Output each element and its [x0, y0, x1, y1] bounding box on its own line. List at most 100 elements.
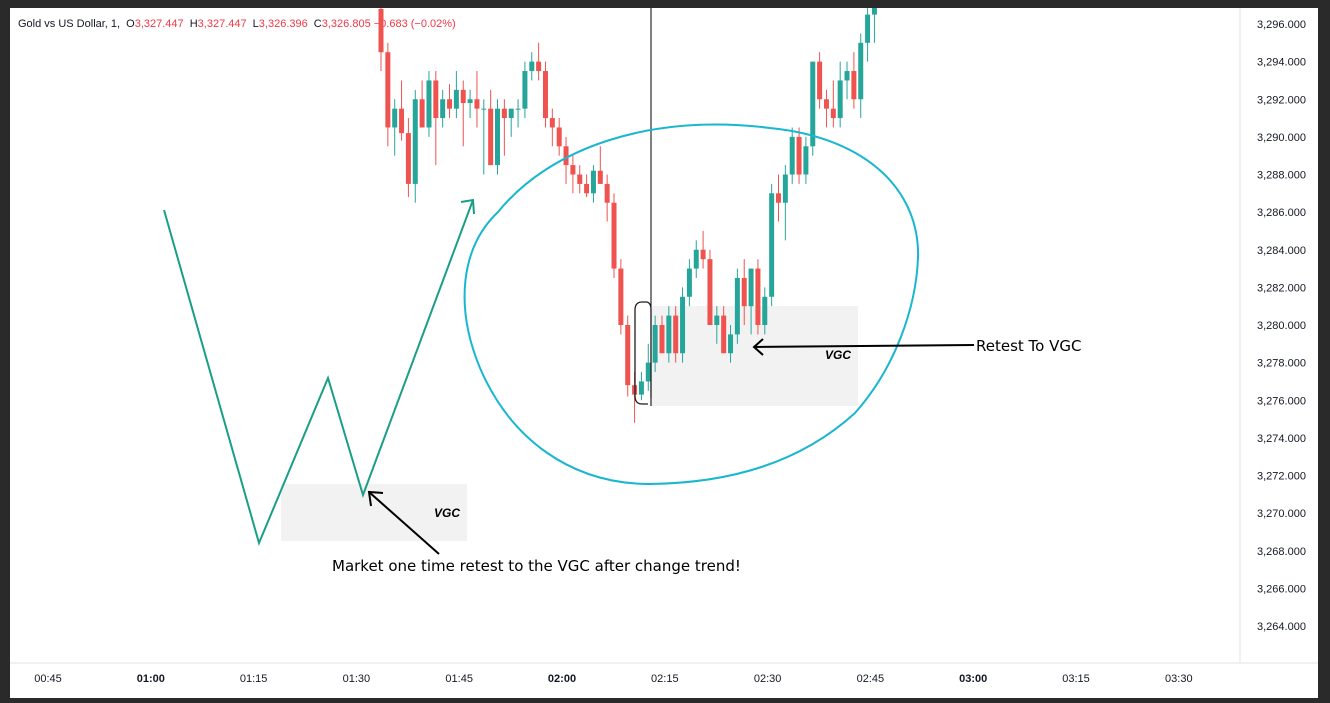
price-tick-label: 3,284.000	[1257, 245, 1306, 257]
legend-symbol: Gold vs US Dollar, 1,	[18, 18, 121, 30]
zigzag-arrowhead	[460, 198, 475, 215]
candle-up	[734, 277, 740, 335]
candle-up	[515, 108, 521, 110]
legend-open-value: 3,327.447	[134, 18, 184, 30]
candle-down	[405, 133, 411, 184]
candle-up	[680, 296, 686, 354]
price-tick-label: 3,274.000	[1257, 433, 1306, 445]
candle-up	[481, 108, 487, 110]
candle-down	[385, 52, 391, 128]
candle-down	[563, 146, 569, 166]
candle-up	[590, 170, 596, 194]
candle-up	[748, 268, 754, 307]
candle-up	[865, 14, 871, 43]
candle-down	[501, 108, 507, 119]
candle-down	[851, 71, 857, 100]
legend-open-label: O	[126, 18, 135, 30]
bracket-mark	[634, 301, 652, 405]
legend-low-label: L	[252, 18, 259, 30]
candle-up	[495, 108, 501, 166]
candle-up	[426, 80, 432, 128]
price-chart[interactable]: VGC VGC 3,296.000 3,294.000 3,292.000 3,290…	[10, 8, 1318, 698]
candle-down	[755, 268, 761, 325]
price-axis[interactable]: 3,296.000 3,294.000 3,292.000 3,290.000 3,28…	[1257, 19, 1306, 633]
candle-down	[556, 127, 562, 147]
candle-down	[474, 99, 480, 109]
time-tick-label: 03:15	[1062, 673, 1090, 685]
candle-up	[871, 8, 877, 15]
price-tick-label: 3,278.000	[1257, 358, 1306, 370]
candle-up	[810, 61, 816, 147]
arrow-left-vgc-head	[367, 490, 384, 507]
price-tick-label: 3,292.000	[1257, 94, 1306, 106]
candle-down	[830, 108, 836, 119]
price-tick-label: 3,264.000	[1257, 621, 1306, 633]
legend-high-value: 3,327.447	[197, 18, 247, 30]
arrow-retest	[753, 344, 975, 348]
candle-up	[392, 108, 398, 128]
annotation-main-text: Market one time retest to the VGC after …	[332, 557, 741, 575]
candle-up	[686, 268, 692, 297]
time-tick-label: 03:30	[1165, 673, 1193, 685]
candle-up	[769, 193, 775, 297]
candle-up	[803, 146, 809, 175]
time-axis[interactable]: 00:45 01:00 01:15 01:30 01:45 02:00 02:15 02:30…	[34, 673, 1192, 685]
candle-up	[693, 249, 699, 269]
time-tick-label: 02:00	[548, 673, 576, 685]
candle-down	[570, 165, 576, 175]
candle-up	[762, 296, 768, 325]
candle-up	[638, 381, 644, 395]
time-tick-label: 02:30	[754, 673, 782, 685]
candle-up	[412, 99, 418, 184]
candle-down	[597, 170, 603, 184]
price-tick-label: 3,276.000	[1257, 395, 1306, 407]
candle-up	[467, 99, 473, 104]
vgc-right-label: VGC	[825, 348, 851, 362]
legend-high-label: H	[189, 18, 198, 30]
candle-down	[611, 202, 617, 269]
candle-up	[837, 80, 843, 119]
price-tick-label: 3,282.000	[1257, 282, 1306, 294]
candle-down	[796, 136, 802, 175]
candle-down	[549, 118, 555, 128]
candle-up	[645, 362, 651, 382]
price-tick-label: 3,296.000	[1257, 19, 1306, 31]
candle-up	[844, 71, 850, 81]
candle-up	[728, 334, 734, 354]
candle-down	[447, 99, 453, 109]
time-tick-label: 02:15	[651, 673, 679, 685]
candle-down	[707, 259, 713, 325]
time-tick-label: 03:00	[959, 673, 987, 685]
price-tick-label: 3,270.000	[1257, 508, 1306, 520]
arrow-left-vgc	[368, 491, 440, 555]
candle-down	[823, 99, 829, 109]
price-tick-label: 3,286.000	[1257, 207, 1306, 219]
candle-down	[542, 71, 548, 119]
candle-up	[522, 71, 528, 109]
time-tick-label: 00:45	[34, 673, 62, 685]
candle-down	[673, 315, 679, 354]
price-tick-label: 3,290.000	[1257, 132, 1306, 144]
chart-frame[interactable]: Gold vs US Dollar, 1, O3,327.447 H3,327.…	[10, 8, 1318, 698]
candle-down	[460, 89, 466, 104]
candle-down	[419, 99, 425, 128]
highlight-circle	[463, 123, 920, 486]
candle-down	[618, 268, 624, 325]
candle-down	[399, 108, 405, 134]
candle-up	[714, 315, 720, 325]
vgc-left-label: VGC	[434, 506, 460, 520]
candle-up	[858, 42, 864, 100]
candle-up	[508, 108, 514, 119]
candle-down	[721, 315, 727, 354]
time-tick-label: 01:00	[137, 673, 165, 685]
time-tick-label: 02:45	[857, 673, 885, 685]
candle-down	[536, 61, 542, 72]
price-tick-label: 3,288.000	[1257, 170, 1306, 182]
price-tick-label: 3,280.000	[1257, 320, 1306, 332]
vgc-zone-left	[281, 484, 467, 541]
time-tick-label: 01:15	[240, 673, 268, 685]
candle-down	[659, 325, 665, 354]
candle-down	[741, 277, 747, 307]
price-tick-label: 3,268.000	[1257, 546, 1306, 558]
candle-down	[488, 108, 494, 166]
